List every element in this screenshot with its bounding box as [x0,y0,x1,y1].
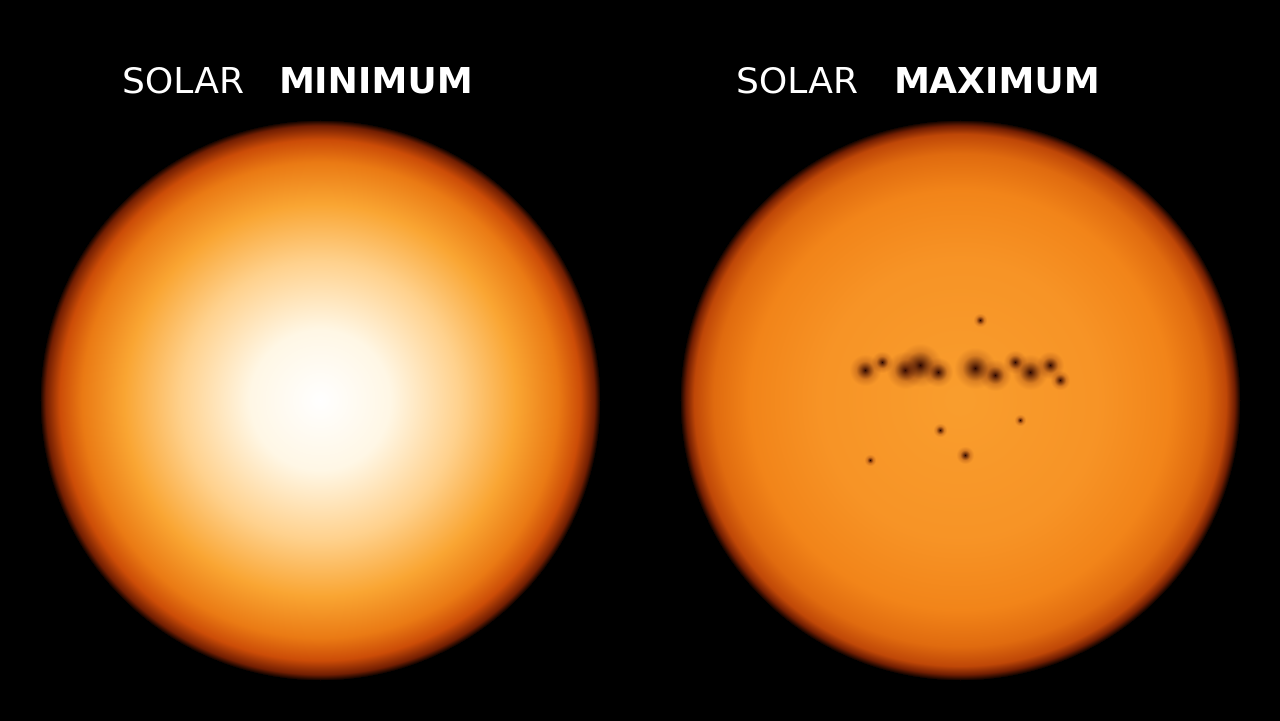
Text: MINIMUM: MINIMUM [279,66,474,100]
Text: SOLAR: SOLAR [122,66,255,100]
Text: MAXIMUM: MAXIMUM [893,66,1101,100]
Text: SOLAR: SOLAR [736,66,869,100]
